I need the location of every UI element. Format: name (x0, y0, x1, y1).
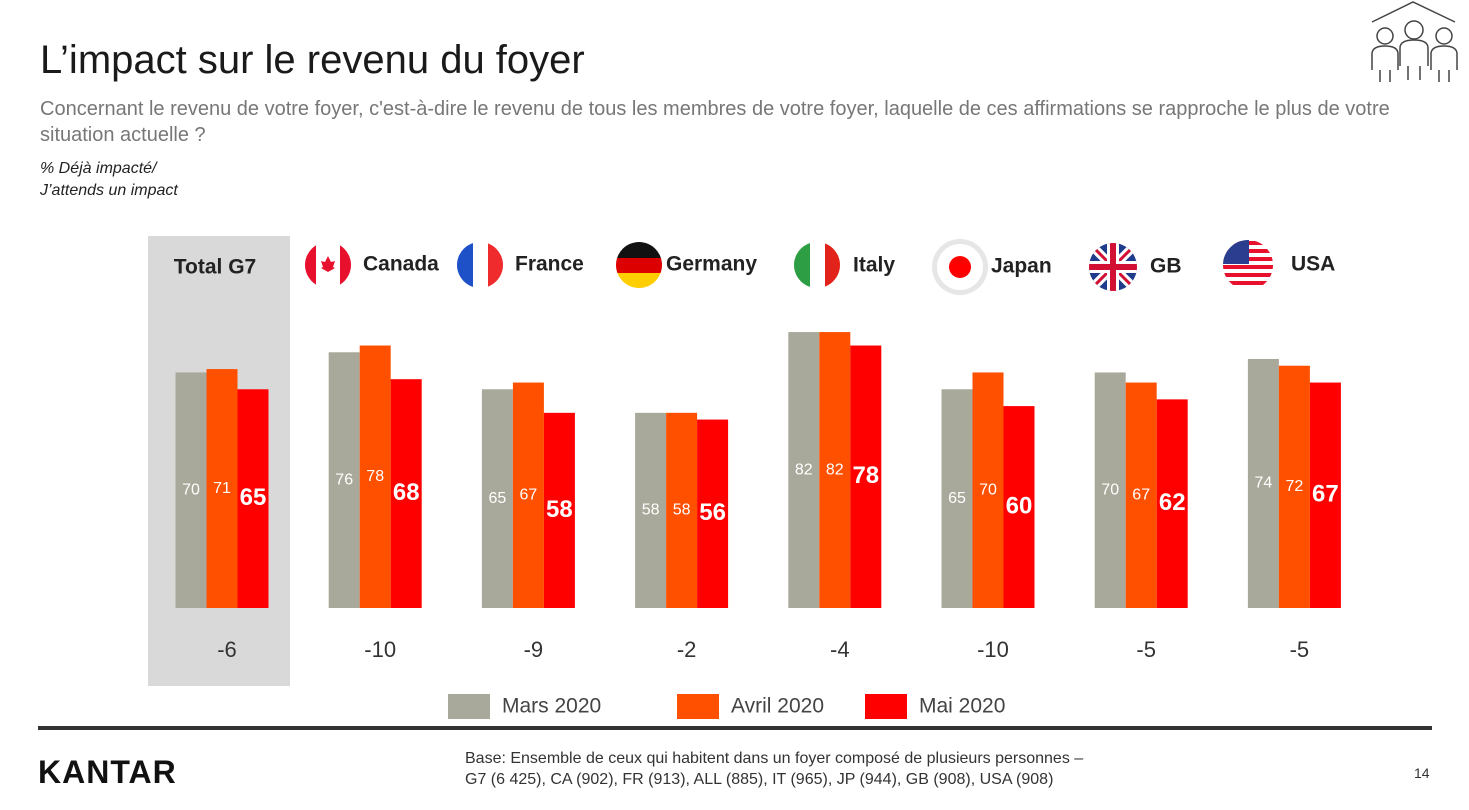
value-label: 58 (673, 502, 691, 519)
value-label: 56 (699, 499, 726, 526)
flag-canada (305, 242, 351, 288)
category-label: Germany (666, 253, 757, 276)
value-label: 78 (852, 462, 879, 489)
difference-label: -5 (1136, 637, 1156, 662)
bar (635, 412, 667, 608)
category-label: Canada (363, 253, 439, 276)
bar (666, 412, 698, 608)
bar (850, 345, 882, 608)
value-label: 67 (1312, 481, 1339, 508)
title: L’impact sur le revenu du foyer (40, 38, 585, 82)
value-label: 62 (1159, 489, 1186, 516)
difference-label: -9 (524, 637, 544, 662)
subtitle: Concernant le revenu de votre foyer, c'e… (40, 98, 1390, 146)
bar (543, 412, 575, 608)
house-icon (1371, 1, 1458, 82)
value-label: 70 (979, 481, 997, 498)
difference-label: -10 (977, 637, 1009, 662)
category-label: GB (1150, 255, 1182, 278)
bar (1125, 382, 1157, 608)
bar (788, 332, 820, 608)
note: J’attends un impact (40, 182, 178, 199)
bar (206, 369, 238, 608)
value-label: 65 (948, 490, 966, 507)
flag-usa (1223, 240, 1273, 290)
note: % Déjà impacté/ (40, 160, 157, 177)
bar (1247, 358, 1279, 608)
category-label: Italy (853, 254, 895, 277)
legend-label: Avril 2020 (731, 695, 824, 718)
base-text: G7 (6 425), CA (902), FR (913), ALL (885… (465, 771, 1054, 788)
value-label: 78 (366, 468, 384, 485)
value-label: 67 (1132, 486, 1150, 503)
bar (237, 389, 269, 608)
value-label: 82 (795, 461, 813, 478)
value-label: 82 (826, 461, 844, 478)
flag-germany (616, 242, 662, 288)
bar (697, 419, 729, 608)
bar (175, 372, 207, 608)
legend-label: Mars 2020 (502, 695, 601, 718)
bar (390, 379, 422, 608)
flag-france (457, 242, 503, 288)
flag-gb (1089, 243, 1137, 291)
value-label: 67 (520, 486, 538, 503)
logo: KANTAR (38, 754, 177, 790)
bar (1156, 399, 1188, 608)
value-label: 60 (1006, 492, 1033, 519)
flag-italy (794, 242, 840, 288)
bar (328, 352, 360, 608)
difference-label: -6 (217, 637, 237, 662)
bar (481, 389, 513, 608)
value-label: 58 (546, 496, 573, 523)
page-number: 14 (1414, 765, 1430, 781)
value-label: 76 (335, 471, 353, 488)
legend-swatch (448, 694, 490, 719)
bar (819, 332, 851, 608)
bar (512, 382, 544, 608)
category-label: USA (1291, 253, 1335, 276)
category-label: Total G7 (174, 256, 256, 279)
value-label: 72 (1286, 478, 1304, 495)
category-label: Japan (991, 255, 1052, 278)
difference-label: -10 (364, 637, 396, 662)
difference-label: -5 (1290, 637, 1310, 662)
value-label: 70 (182, 481, 200, 498)
category-label: France (515, 253, 584, 276)
value-label: 70 (1101, 481, 1119, 498)
difference-label: -4 (830, 637, 850, 662)
value-label: 58 (642, 502, 660, 519)
bar (1309, 382, 1341, 608)
bar (1003, 406, 1035, 608)
flag-japan (932, 239, 988, 295)
bar (359, 345, 391, 608)
value-label: 74 (1255, 475, 1273, 492)
legend-label: Mai 2020 (919, 695, 1005, 718)
legend-swatch (677, 694, 719, 719)
difference-label: -2 (677, 637, 697, 662)
value-label: 65 (489, 490, 507, 507)
base-text: Base: Ensemble de ceux qui habitent dans… (465, 750, 1084, 767)
bar (1278, 365, 1310, 608)
value-label: 71 (213, 480, 231, 497)
bar (941, 389, 973, 608)
bar (1094, 372, 1126, 608)
value-label: 68 (393, 479, 420, 506)
value-label: 65 (240, 484, 267, 511)
legend-swatch (865, 694, 907, 719)
bar (972, 372, 1004, 608)
